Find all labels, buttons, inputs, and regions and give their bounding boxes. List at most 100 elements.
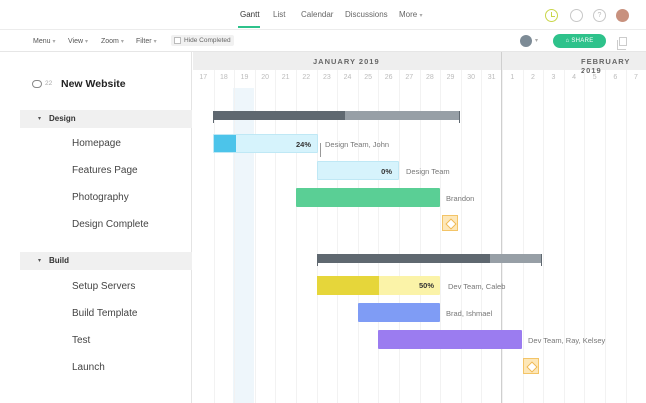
tab-list[interactable]: List	[273, 10, 286, 19]
day-label: 19	[240, 74, 249, 81]
task-name-homepage[interactable]: Homepage	[72, 138, 121, 149]
day-label: 26	[384, 74, 393, 81]
project-row[interactable]: 22 New Website	[0, 75, 192, 95]
tab-calendar[interactable]: Calendar	[301, 10, 334, 19]
section-name-design: Design	[49, 114, 76, 123]
filter-label: Filter	[136, 38, 152, 45]
active-tab-indicator	[238, 26, 260, 28]
task-name-test[interactable]: Test	[72, 335, 91, 346]
day-gridline	[316, 70, 318, 403]
task-bar-homepage-percent: 24%	[295, 140, 311, 149]
menu-dropdown[interactable]: Menu ▾	[33, 38, 56, 45]
tab-discussions[interactable]: Discussions	[345, 10, 388, 19]
clock-icon[interactable]	[545, 9, 558, 22]
section-row-build[interactable]	[20, 252, 192, 270]
day-gridline	[563, 70, 565, 403]
summary-bar-design[interactable]	[213, 111, 460, 123]
task-name-setup-servers[interactable]: Setup Servers	[72, 281, 136, 292]
comment-count: 22	[45, 80, 53, 87]
zoom-dropdown[interactable]: Zoom ▾	[101, 38, 124, 45]
day-gridline	[584, 70, 586, 403]
task-bar-homepage[interactable]: 24%	[213, 134, 318, 153]
summary-bar-design-remaining	[345, 111, 460, 120]
task-name-build-template[interactable]: Build Template	[72, 308, 138, 319]
tab-more-caret: ▾	[419, 13, 423, 19]
copy-icon[interactable]	[617, 37, 627, 50]
day-label: 6	[613, 74, 618, 81]
day-gridline	[440, 70, 442, 403]
summary-bar-build-start	[317, 254, 318, 266]
tab-gantt[interactable]: Gantt	[240, 10, 260, 19]
summary-bar-build[interactable]	[317, 254, 542, 266]
day-label: 24	[343, 74, 352, 81]
task-assignee-photography: Brandon	[446, 194, 475, 203]
chevron-down-icon[interactable]: ▾	[38, 116, 42, 122]
user-avatar[interactable]	[616, 9, 629, 22]
day-label: 3	[551, 74, 556, 81]
task-name-launch[interactable]: Launch	[72, 362, 105, 373]
menu-label: Menu	[33, 38, 51, 45]
day-label: 21	[281, 74, 290, 81]
task-assignee-homepage: Design Team, John	[325, 140, 390, 149]
tab-more[interactable]: More ▾	[399, 10, 422, 19]
share-button[interactable]: ⌂ SHARE	[553, 34, 606, 48]
task-assignee-build-template: Brad, Ishmael	[446, 309, 493, 318]
hide-completed-checkbox[interactable]	[174, 37, 181, 44]
search-icon[interactable]	[570, 9, 583, 22]
task-name-photography[interactable]: Photography	[72, 192, 129, 203]
project-name[interactable]: New Website	[61, 78, 126, 90]
zoom-label: Zoom	[101, 38, 119, 45]
today-column	[233, 88, 254, 403]
day-label: 30	[467, 74, 475, 81]
tab-more-label: More	[399, 10, 418, 19]
task-name-design-complete[interactable]: Design Complete	[72, 219, 149, 230]
task-bar-photography[interactable]	[296, 188, 440, 207]
milestone-launch[interactable]	[523, 358, 539, 374]
task-assignee-features-page: Design Team	[406, 167, 450, 176]
day-gridline	[543, 70, 545, 403]
day-gridline	[481, 70, 483, 403]
day-gridline	[234, 70, 236, 403]
day-gridline	[337, 70, 339, 403]
task-bar-features-page[interactable]: 0%	[317, 161, 399, 180]
hide-completed-label: Hide Completed	[184, 37, 231, 44]
section-name-build: Build	[49, 256, 69, 265]
day-label: 27	[405, 74, 414, 81]
day-label: 20	[261, 74, 269, 81]
menu-caret: ▾	[52, 39, 56, 45]
day-gridline	[357, 70, 359, 403]
gantt-timeline: JANUARY 2019 FEBRUARY 2019 17 18 19 20 21 22 2…	[193, 52, 646, 403]
help-icon[interactable]: ?	[593, 9, 606, 22]
section-row-design[interactable]	[20, 110, 192, 128]
task-list-panel: 22 New Website ▾ Design Homepage Feature…	[0, 52, 192, 403]
comment-icon[interactable]	[32, 80, 42, 88]
day-gridline	[625, 70, 627, 403]
day-gridline	[460, 70, 462, 403]
view-dropdown[interactable]: View ▾	[68, 38, 88, 45]
task-assignee-setup-servers: Dev Team, Caleb	[448, 282, 506, 291]
day-gridline	[213, 70, 215, 403]
dependency-line	[320, 143, 321, 157]
hide-completed-toggle[interactable]: Hide Completed	[171, 35, 234, 46]
milestone-design-complete[interactable]	[442, 215, 458, 231]
filter-dropdown[interactable]: Filter ▾	[136, 38, 157, 45]
day-label: 7	[633, 74, 638, 81]
summary-bar-design-start	[213, 111, 214, 123]
collaborator-caret[interactable]: ▾	[535, 38, 539, 44]
collaborator-avatar[interactable]	[520, 35, 532, 47]
summary-bar-build-end	[541, 254, 542, 266]
task-bar-build-template[interactable]	[358, 303, 440, 322]
task-bar-test[interactable]	[378, 330, 522, 349]
day-gridline	[254, 70, 256, 403]
task-bar-setup-servers[interactable]: 50%	[317, 276, 440, 295]
summary-bar-build-progress	[317, 254, 490, 263]
day-gridline	[605, 70, 606, 403]
summary-bar-design-progress	[213, 111, 345, 120]
task-bar-setup-servers-percent: 50%	[418, 281, 434, 290]
task-name-features-page[interactable]: Features Page	[72, 165, 138, 176]
day-label: 5	[592, 74, 597, 81]
chevron-down-icon[interactable]: ▾	[38, 258, 42, 264]
day-label: 31	[487, 74, 496, 81]
day-label: 4	[572, 74, 577, 81]
month-label-february: FEBRUARY 2019	[581, 57, 631, 75]
